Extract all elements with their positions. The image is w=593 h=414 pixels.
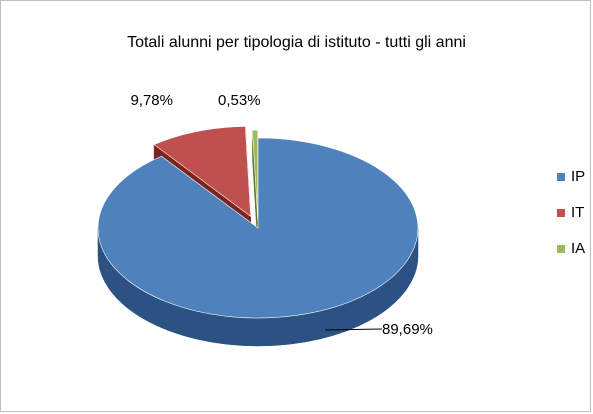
legend-swatch-ia: [557, 245, 565, 253]
data-label-ia: 0,53%: [218, 92, 261, 109]
slice-ia: [252, 129, 259, 221]
data-label-ip: 89,69%: [382, 321, 433, 338]
legend-swatch-it: [557, 209, 565, 217]
legend-label-it: IT: [571, 204, 585, 221]
legend-label-ip: IP: [571, 168, 586, 185]
legend-label-ia: IA: [571, 240, 586, 257]
slice-it: [153, 126, 251, 217]
data-label-it: 9,78%: [130, 92, 173, 109]
slice-ip: [97, 137, 419, 319]
legend-swatch-ip: [557, 173, 565, 181]
chart-title: Totali alunni per tipologia di istituto …: [127, 34, 466, 51]
leader-line-ip: [324, 328, 383, 331]
